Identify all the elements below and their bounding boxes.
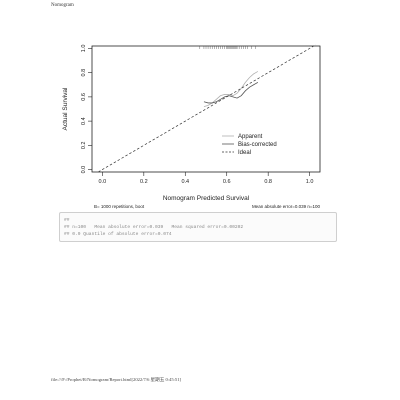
y-axis: 0.0 0.2 0.4 0.6 0.8 1.0 <box>81 45 92 174</box>
rug-marks <box>199 46 256 49</box>
x-tick-label: 0.6 <box>223 179 231 185</box>
x-tick-label: 0.0 <box>99 179 107 185</box>
series-line-bias-corrected <box>203 82 259 104</box>
calibration-chart: 0.0 0.2 0.4 0.6 0.8 1.0 0.0 0.2 0.4 0.6 0.8 1.0 Ap… <box>62 44 321 209</box>
page-footer: file:///F:/Prophet/R/Nomogram/Report.htm… <box>51 377 182 382</box>
plot-frame <box>91 45 321 173</box>
y-axis-label: Actual Survival <box>62 87 69 131</box>
x-tick-label: 1.0 <box>306 179 314 185</box>
x-tick-label: 0.2 <box>140 179 148 185</box>
legend-label: Bias-corrected <box>238 142 277 148</box>
y-tick-label: 0.2 <box>81 142 87 150</box>
series-line-ideal <box>98 44 317 173</box>
console-line: ## 0.9 Quantile of absolute error=0.074 <box>64 232 172 237</box>
y-tick-label: 1.0 <box>81 45 87 53</box>
page-header: Nomogram <box>51 3 74 8</box>
y-tick-label: 0.6 <box>81 93 87 101</box>
legend-label: Apparent <box>238 134 263 140</box>
series-line-apparent <box>203 71 259 107</box>
y-tick-label: 0.0 <box>81 166 87 174</box>
legend-label: Ideal <box>238 150 251 156</box>
x-tick-label: 0.4 <box>181 179 189 185</box>
y-tick-label: 0.8 <box>81 69 87 77</box>
y-tick-label: 0.4 <box>81 117 87 125</box>
x-tick-label: 0.8 <box>264 179 272 185</box>
console-line: ## n=100 Mean absolute error=0.039 Mean … <box>64 225 244 230</box>
console-line: ## <box>64 218 70 223</box>
footnote-left: B= 1000 repetitions, boot <box>94 204 145 209</box>
legend: Apparent Bias-corrected Ideal <box>222 134 277 156</box>
x-axis: 0.0 0.2 0.4 0.6 0.8 1.0 <box>99 172 314 185</box>
footnote-right: Mean absolute error=0.039 n=100 <box>252 204 321 209</box>
x-axis-label: Nomogram Predicted Survival <box>163 195 250 202</box>
console-output: ## ## n=100 Mean absolute error=0.039 Me… <box>59 212 337 242</box>
series-lines <box>98 44 317 173</box>
